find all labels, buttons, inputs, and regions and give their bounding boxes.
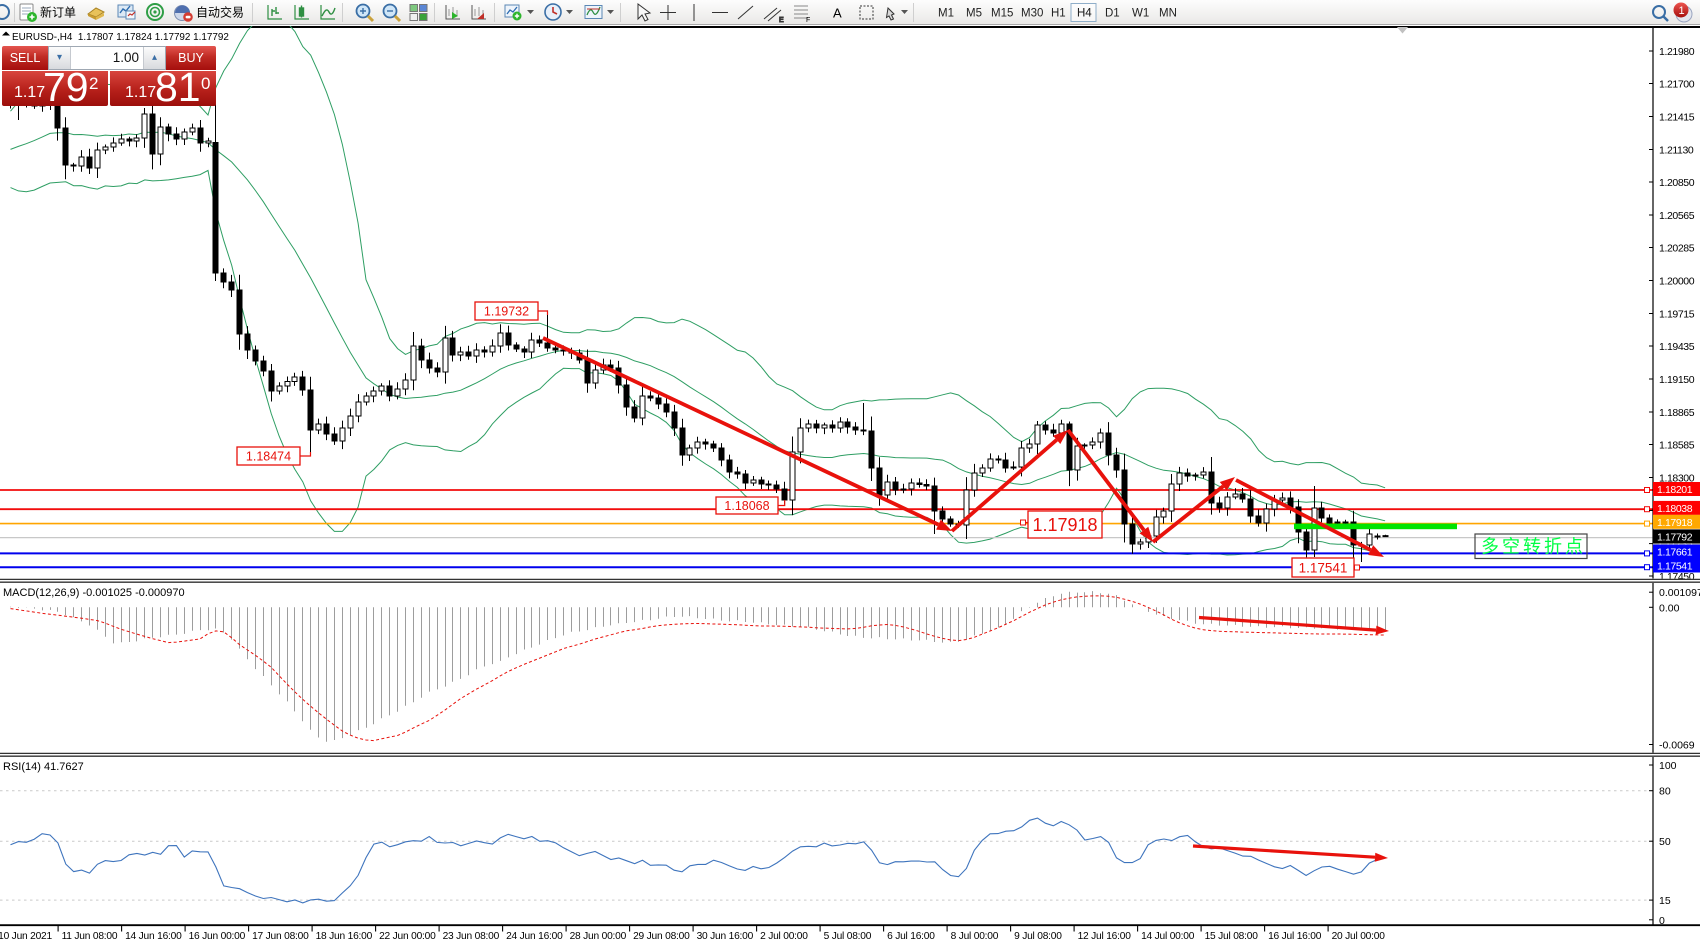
- svg-text:18 Jun 16:00: 18 Jun 16:00: [316, 931, 373, 942]
- svg-text:11 Jun 08:00: 11 Jun 08:00: [62, 931, 118, 942]
- svg-text:MN: MN: [1159, 8, 1177, 20]
- svg-text:15 Jul 08:00: 15 Jul 08:00: [1205, 931, 1259, 942]
- svg-text:1.18201: 1.18201: [1657, 484, 1693, 496]
- svg-text:29 Jun 08:00: 29 Jun 08:00: [633, 931, 690, 942]
- svg-text:1.17918: 1.17918: [1657, 517, 1693, 529]
- svg-text:8 Jul 00:00: 8 Jul 00:00: [951, 931, 999, 942]
- svg-text:-0.0069: -0.0069: [1659, 740, 1695, 752]
- svg-text:多空转折点: 多空转折点: [1481, 537, 1586, 557]
- svg-text:5 Jul 08:00: 5 Jul 08:00: [824, 931, 872, 942]
- svg-text:16 Jun 00:00: 16 Jun 00:00: [189, 931, 246, 942]
- svg-text:0: 0: [1659, 915, 1665, 927]
- svg-text:1.20850: 1.20850: [1659, 177, 1695, 189]
- svg-text:0.001097: 0.001097: [1659, 587, 1700, 599]
- svg-text:24 Jun 16:00: 24 Jun 16:00: [506, 931, 563, 942]
- svg-text:80: 80: [1659, 786, 1671, 798]
- svg-text:1.17541: 1.17541: [1657, 561, 1693, 573]
- svg-text:9 Jul 08:00: 9 Jul 08:00: [1014, 931, 1062, 942]
- svg-text:1.17661: 1.17661: [1657, 547, 1693, 559]
- svg-text:H4: H4: [1077, 8, 1092, 20]
- svg-text:1.21980: 1.21980: [1659, 46, 1695, 58]
- svg-text:100: 100: [1659, 760, 1677, 772]
- svg-text:28 Jun 00:00: 28 Jun 00:00: [570, 931, 627, 942]
- svg-text:1.20565: 1.20565: [1659, 210, 1695, 222]
- svg-text:1.19150: 1.19150: [1659, 374, 1695, 386]
- svg-text:1.18300: 1.18300: [1659, 473, 1695, 485]
- svg-text:15: 15: [1659, 895, 1671, 907]
- svg-text:A: A: [833, 6, 842, 21]
- svg-text:16 Jul 16:00: 16 Jul 16:00: [1268, 931, 1322, 942]
- svg-text:EURUSD-,H4 1.17807 1.17824 1.: EURUSD-,H4 1.17807 1.17824 1.17792 1.177…: [12, 32, 229, 43]
- svg-text:6 Jul 16:00: 6 Jul 16:00: [887, 931, 935, 942]
- svg-text:M1: M1: [938, 8, 954, 20]
- svg-text:自动交易: 自动交易: [196, 5, 244, 20]
- svg-text:30 Jun 16:00: 30 Jun 16:00: [697, 931, 754, 942]
- svg-text:0.00: 0.00: [1659, 602, 1680, 614]
- svg-text:M15: M15: [991, 8, 1013, 20]
- svg-text:2 Jul 00:00: 2 Jul 00:00: [760, 931, 808, 942]
- svg-text:50: 50: [1659, 836, 1671, 848]
- svg-text:1.19715: 1.19715: [1659, 309, 1695, 321]
- svg-text:1.17918: 1.17918: [1032, 515, 1097, 535]
- svg-text:14 Jul 00:00: 14 Jul 00:00: [1141, 931, 1195, 942]
- svg-text:1.21130: 1.21130: [1659, 145, 1694, 157]
- svg-text:D1: D1: [1105, 8, 1120, 20]
- svg-text:F: F: [806, 17, 810, 24]
- svg-text:23 Jun 08:00: 23 Jun 08:00: [443, 931, 500, 942]
- svg-text:MACD(12,26,9) -0.001025 -0.000: MACD(12,26,9) -0.001025 -0.000970: [3, 587, 185, 599]
- svg-text:1.20000: 1.20000: [1659, 276, 1695, 288]
- svg-text:22 Jun 00:00: 22 Jun 00:00: [379, 931, 436, 942]
- svg-text:20 Jul 00:00: 20 Jul 00:00: [1332, 931, 1386, 942]
- svg-text:1.19732: 1.19732: [484, 305, 529, 319]
- svg-text:1.18474: 1.18474: [246, 450, 291, 464]
- svg-text:新订单: 新订单: [40, 5, 76, 20]
- svg-text:E: E: [779, 17, 784, 24]
- svg-text:1.18068: 1.18068: [724, 499, 769, 513]
- svg-text:10 Jun 2021: 10 Jun 2021: [0, 931, 53, 942]
- svg-text:M5: M5: [966, 8, 982, 20]
- svg-text:1.18038: 1.18038: [1657, 503, 1693, 515]
- svg-text:12 Jul 16:00: 12 Jul 16:00: [1078, 931, 1132, 942]
- svg-text:M30: M30: [1021, 8, 1043, 20]
- svg-text:H1: H1: [1051, 8, 1066, 20]
- svg-text:1: 1: [1679, 5, 1685, 17]
- svg-text:1.20285: 1.20285: [1659, 243, 1695, 255]
- svg-text:1.17792: 1.17792: [1657, 531, 1693, 543]
- svg-text:14 Jun 16:00: 14 Jun 16:00: [125, 931, 182, 942]
- svg-text:1.18865: 1.18865: [1659, 407, 1695, 419]
- svg-text:W1: W1: [1132, 8, 1149, 20]
- svg-text:1.21415: 1.21415: [1659, 112, 1695, 124]
- svg-text:1.19435: 1.19435: [1659, 341, 1695, 353]
- svg-text:1.18585: 1.18585: [1659, 440, 1695, 452]
- svg-text:1.17541: 1.17541: [1299, 560, 1348, 575]
- svg-text:17 Jun 08:00: 17 Jun 08:00: [252, 931, 309, 942]
- svg-text:RSI(14) 41.7627: RSI(14) 41.7627: [3, 761, 84, 773]
- svg-text:1.21700: 1.21700: [1659, 79, 1695, 91]
